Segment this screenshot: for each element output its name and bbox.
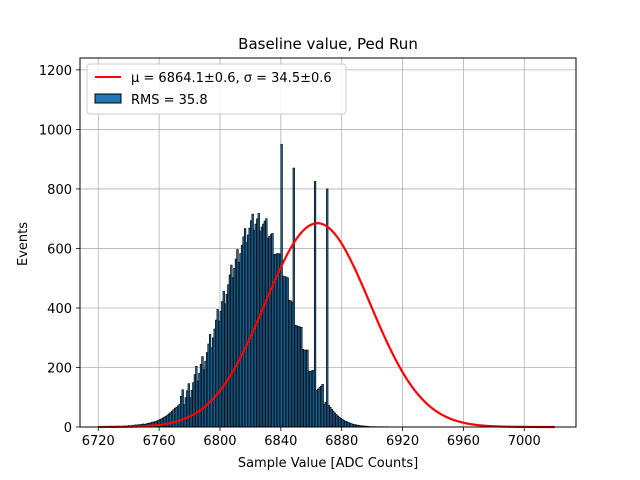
- x-axis-label: Sample Value [ADC Counts]: [238, 456, 418, 471]
- x-tick-label: 6960: [447, 434, 480, 449]
- legend-rms-swatch: [94, 93, 122, 104]
- legend: μ = 6864.1±0.6, σ = 34.5±0.6 RMS = 35.8: [86, 63, 347, 115]
- fit-layer: [98, 222, 555, 429]
- x-tick-label: 7000: [508, 434, 541, 449]
- x-tick-label: 6800: [203, 434, 236, 449]
- y-tick-label: 800: [47, 183, 72, 198]
- y-tick-label: 1000: [39, 123, 72, 138]
- y-tick-label: 400: [47, 302, 72, 317]
- y-tick-label: 0: [64, 421, 72, 436]
- histogram-bar: [326, 188, 329, 428]
- x-tick-label: 6760: [143, 434, 176, 449]
- legend-fit-label: μ = 6864.1±0.6, σ = 34.5±0.6: [131, 71, 332, 86]
- y-axis-ticks: 0 200 400 600 800 1000 1200: [39, 64, 80, 436]
- y-axis-label: Events: [16, 222, 31, 266]
- x-tick-label: 6840: [264, 434, 297, 449]
- plot-frame: [79, 57, 577, 428]
- legend-rms-label: RMS = 35.8: [131, 93, 208, 108]
- gaussian-fit-line: [98, 222, 555, 429]
- legend-box: [86, 63, 347, 115]
- x-tick-label: 6920: [386, 434, 419, 449]
- chart-title: Baseline value, Ped Run: [238, 35, 418, 53]
- y-tick-label: 600: [47, 242, 72, 257]
- y-tick-label: 1200: [39, 64, 72, 79]
- x-axis-ticks: 6720 6760 6800 6840 6880 6920 6960 7000: [82, 427, 541, 449]
- y-tick-label: 200: [47, 361, 72, 376]
- x-tick-label: 6720: [82, 434, 115, 449]
- x-tick-label: 6880: [325, 434, 358, 449]
